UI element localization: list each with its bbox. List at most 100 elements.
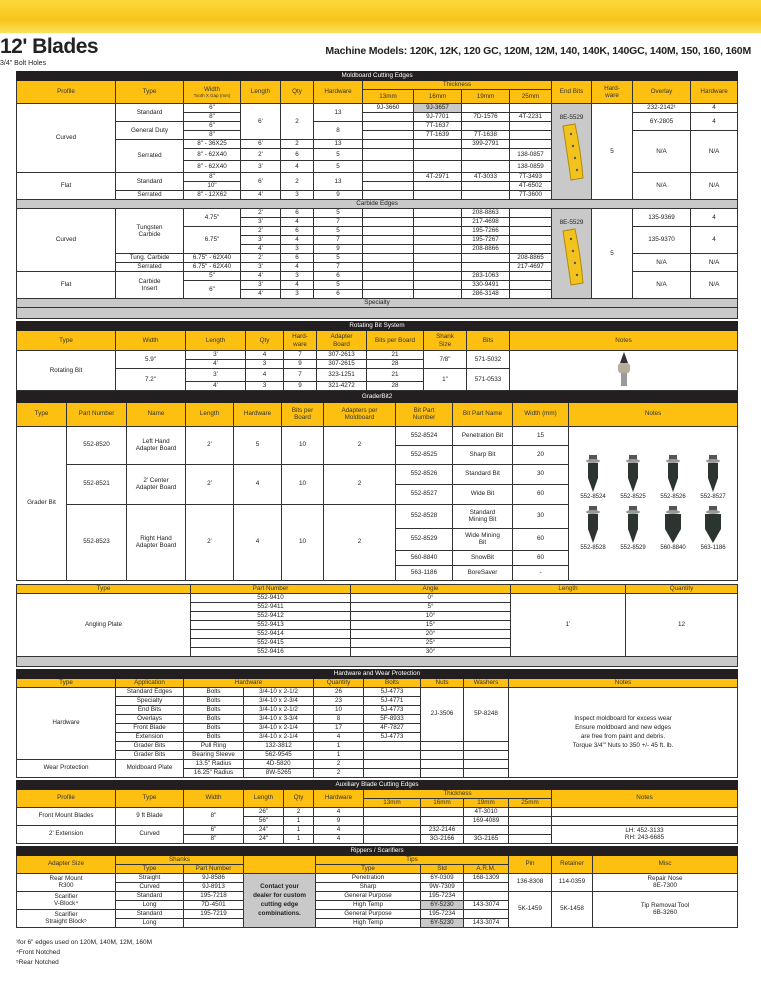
table-cell: 2' (240, 148, 281, 161)
table-cell: 135-9370 (632, 226, 691, 254)
column-header: Bolts (363, 677, 421, 688)
table-row: 3' 4 7 217-4698 (17, 217, 738, 227)
column-header: 13mm (362, 89, 414, 104)
table-cell: 9J-8913 (183, 881, 244, 892)
table-cell (550, 815, 739, 826)
end-bit-cell: 8E-5529 (551, 103, 592, 200)
table-cell (363, 740, 421, 751)
table-cell: 560-8840 (395, 549, 453, 566)
table-cell: 6" (183, 280, 241, 299)
table-cell (413, 289, 462, 299)
table-cell: 2 (313, 758, 364, 769)
table-cell: Left Hand Adapter Board (126, 425, 186, 465)
table-row: Type Application Hardware Quantity Bolts Nuts… (16, 677, 739, 688)
column-header: Width (115, 330, 186, 351)
table-cell: 552-8524 (395, 425, 453, 446)
table-cell (461, 181, 510, 191)
table-cell (413, 160, 462, 173)
table-cell: 9 (283, 359, 317, 369)
table-cell: 1 (283, 833, 314, 844)
table-cell: Front Blade (115, 722, 184, 733)
table-cell: Tung. Carbide (115, 253, 184, 263)
table-cell (508, 833, 552, 844)
table-cell: 4 (689, 112, 739, 131)
table-cell: 217-4698 (461, 217, 510, 227)
table-cell: Serrated (115, 139, 184, 173)
table-cell (509, 121, 552, 131)
table-cell: End Bits (115, 704, 184, 715)
table-cell: 195-7267 (461, 235, 510, 245)
table-cell (461, 121, 510, 131)
element (629, 455, 638, 460)
table-cell (420, 767, 464, 778)
table-cell: Angling Plate (16, 592, 191, 657)
element: GraderBit2 Type Part Number Name Length Hard… (15, 390, 739, 581)
element (573, 156, 576, 159)
table-cell: 5J-4773 (363, 704, 421, 715)
table-cell: 6' (240, 139, 281, 149)
table-cell: 1 (313, 740, 364, 751)
table-cell: 4D-5820 (243, 758, 314, 769)
column-header: 25mm (508, 797, 552, 808)
table-cell: 9W-7309 (420, 881, 464, 892)
angling-plate-section: Type Part Number Angle Length Quantity Angli… (0, 583, 761, 667)
table-cell: 0° (350, 592, 511, 603)
moldboard-table: Moldboard Cutting Edges Profile Type Width… (15, 71, 739, 319)
table-cell (362, 262, 414, 272)
table-cell: 5 (591, 208, 633, 299)
element (586, 510, 600, 514)
table-cell: 307-2613 (316, 350, 367, 360)
column-header: Hardware (313, 788, 364, 808)
element (619, 352, 628, 363)
section-title: Rotating Bit System (15, 321, 739, 331)
table-cell: Carbide Insert (115, 271, 184, 299)
table-cell (463, 767, 509, 778)
column-header: Adapter Board (316, 330, 367, 351)
table-cell: 4T-6502 (509, 181, 552, 191)
table-row: 16.25" Radius 8W-5265 2 (17, 767, 738, 778)
table-row: Profile Type Width Tooth X Gap (mm) Length Qt… (16, 80, 739, 104)
table-cell (362, 226, 414, 236)
table-cell: 5 (313, 208, 363, 218)
section-title: Moldboard Cutting Edges (15, 71, 739, 81)
table-cell (413, 235, 462, 245)
table-cell (461, 262, 510, 272)
rotating-bit-section: Rotating Bit System Type Width Length Qty Ha… (0, 321, 761, 391)
table-cell: 552-8520 (66, 425, 127, 465)
element: 8E-5529 (559, 114, 584, 121)
footnotes: ¹for 6" edges used on 120M, 140M, 12M, 1… (16, 938, 761, 968)
table-row: Rotating Bit 5.9" 3' 4 7 307-2613 21 7/8" 571-50… (16, 350, 739, 391)
table-cell (363, 749, 421, 760)
section-title: Rippers / Scarifiers (15, 845, 739, 856)
element (709, 455, 718, 460)
table-cell: 138-0859 (509, 160, 552, 173)
column-header: Length (510, 583, 626, 594)
table-cell: Bolts (183, 686, 244, 697)
element: Hardware and Wear Protection Type Applica… (15, 668, 739, 778)
column-header: Quantity (625, 583, 738, 594)
table-cell: 3' (240, 280, 281, 290)
table-cell: Flat (16, 271, 116, 299)
table-cell: 28 (366, 380, 424, 391)
column-header: Type (16, 330, 116, 351)
table-cell: 4 (689, 208, 739, 227)
table-cell: 4' (185, 359, 246, 369)
table-cell: Overlays (115, 713, 184, 724)
table-cell: 3/4-10 x 2-1/2 (243, 686, 314, 697)
table-cell: Front Mount Blades (16, 806, 116, 826)
table-cell: 6" (183, 103, 241, 113)
table-cell: Long (115, 899, 184, 910)
table-cell: 6.75" - 62X40 (183, 253, 241, 263)
table-cell: 330-9491 (461, 280, 510, 290)
table-cell (362, 112, 414, 122)
table-cell: 10 (281, 463, 324, 505)
element (588, 514, 598, 543)
rotating-bit-table: Rotating Bit System Type Width Length Qty Ha… (15, 321, 739, 391)
table-cell: Standard Edges (115, 686, 184, 697)
table-cell: 4 (245, 350, 284, 360)
auxiliary-section: Auxiliary Blade Cutting Edges Profile Typ… (0, 779, 761, 844)
bit-part-number: 552-8527 (700, 494, 726, 500)
table-cell: 552-8528 (395, 503, 453, 529)
table-cell: 195-7218 (183, 890, 244, 901)
table-cell: 195-7234 (420, 908, 464, 919)
